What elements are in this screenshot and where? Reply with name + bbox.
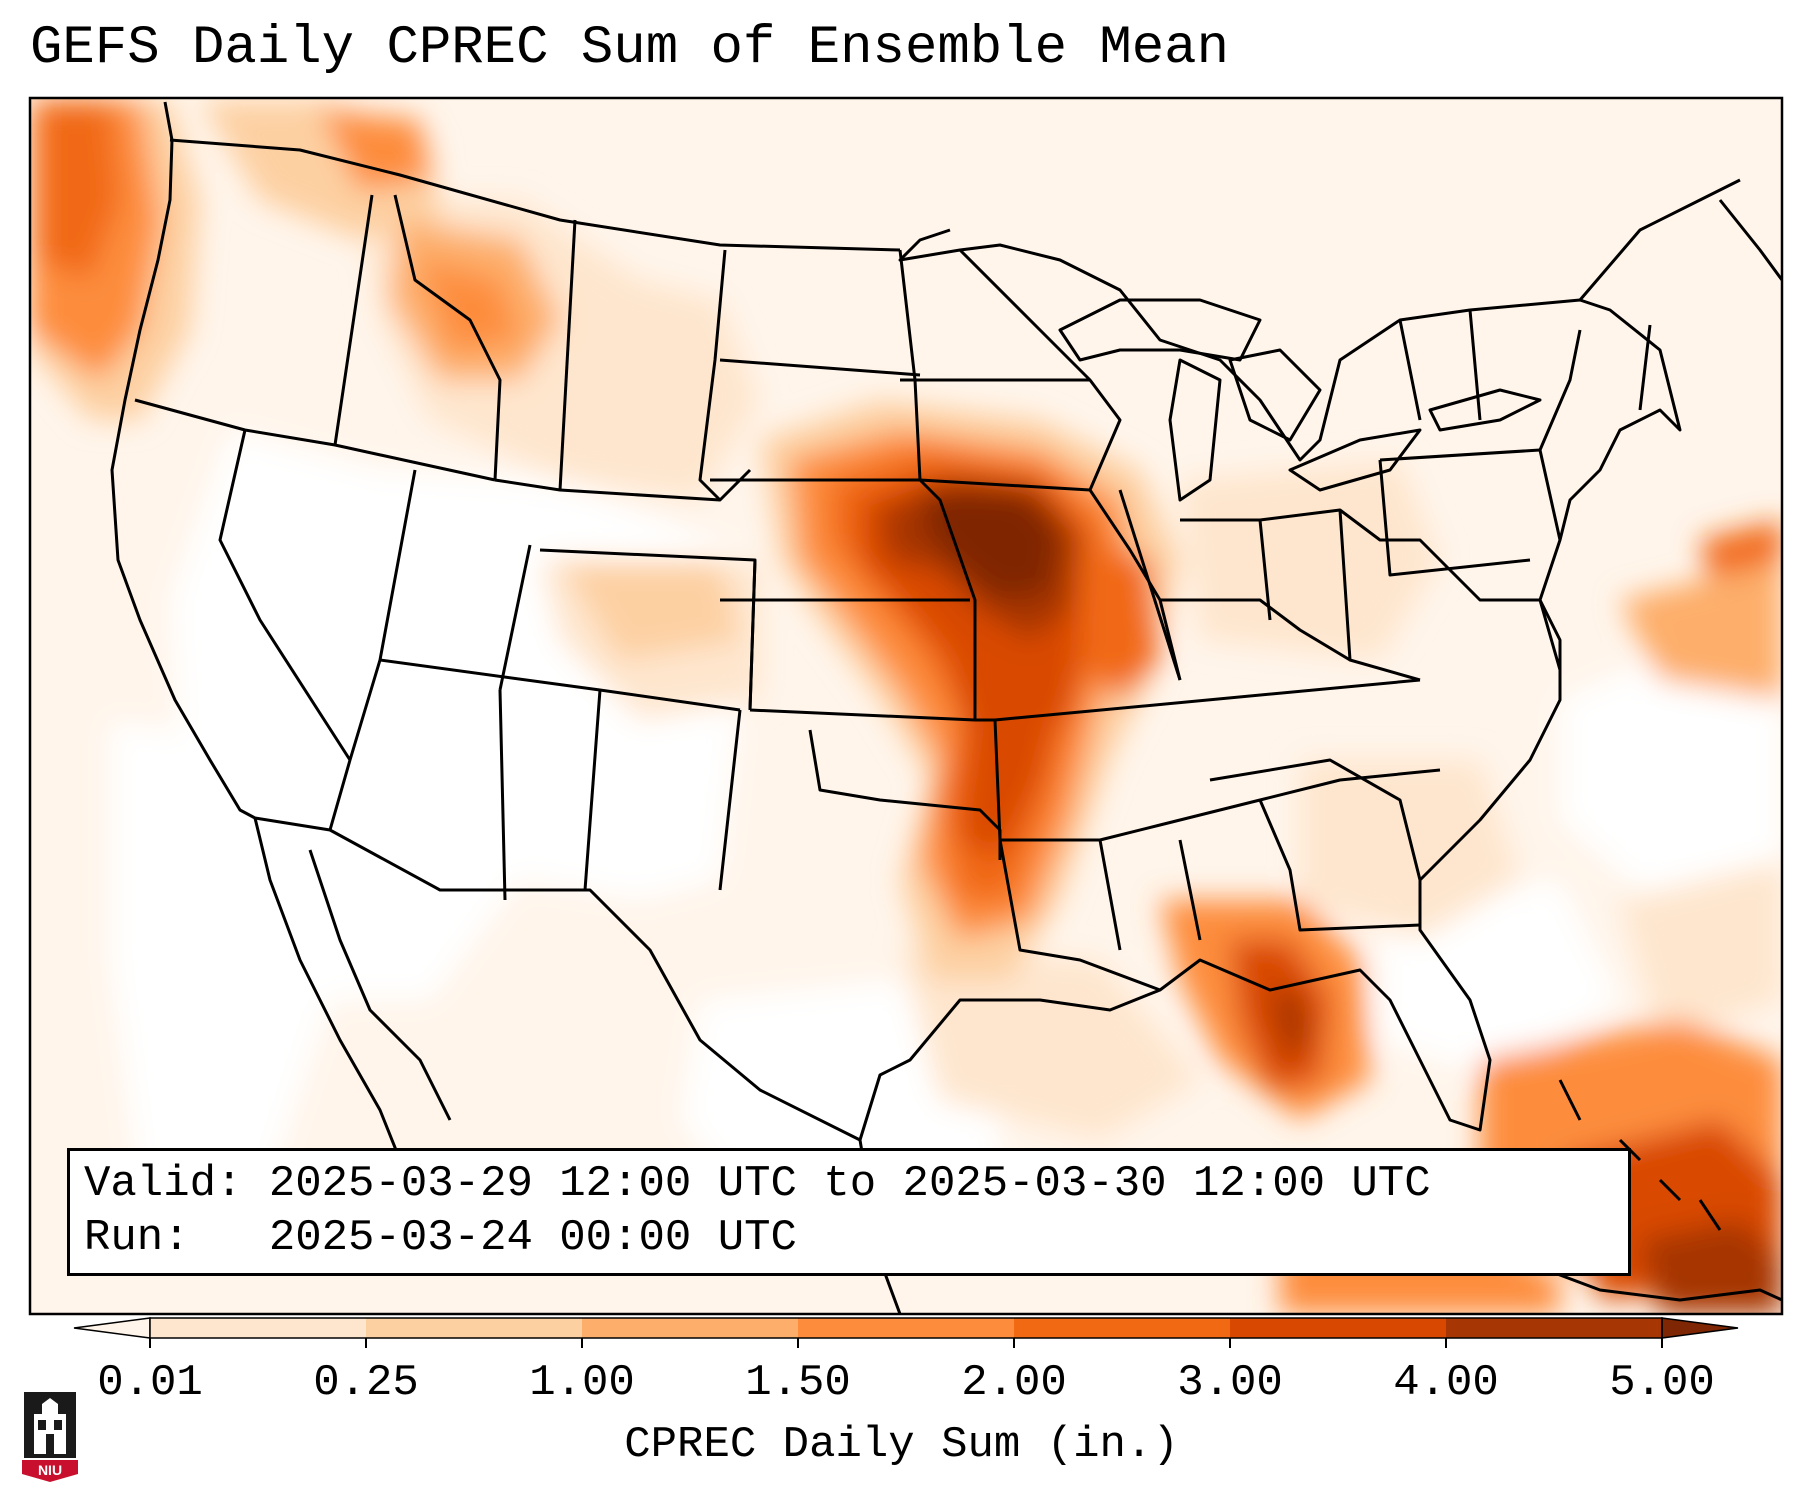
colorbar-tick-label: 3.00: [1177, 1358, 1283, 1408]
map-frame: [28, 96, 1784, 1316]
colorbar-tick-label: 5.00: [1609, 1358, 1715, 1408]
map-title: GEFS Daily CPREC Sum of Ensemble Mean: [30, 18, 1229, 79]
colorbar-border: [149, 1317, 1663, 1339]
precipitation-field: [30, 98, 1782, 1314]
colorbar-extend-high: [1661, 1317, 1739, 1339]
colorbar-extend-low: [73, 1317, 151, 1339]
colorbar-segment: [1014, 1318, 1231, 1338]
colorbar-tick-label: 1.00: [529, 1358, 635, 1408]
info-box: Valid: 2025-03-29 12:00 UTC to 2025-03-3…: [67, 1148, 1631, 1276]
colorbar-tick-label: 0.25: [313, 1358, 419, 1408]
colorbar-segment: [798, 1318, 1015, 1338]
logo-text: NIU: [38, 1462, 62, 1478]
valid-time-line: Valid: 2025-03-29 12:00 UTC to 2025-03-3…: [84, 1159, 1431, 1209]
colorbar: [73, 1317, 1739, 1348]
state-boundaries: [110, 101, 1782, 1314]
colorbar-segment: [150, 1318, 367, 1338]
colorbar-segment: [1230, 1318, 1447, 1338]
niu-logo: NIU: [22, 1392, 78, 1482]
colorbar-tick-label: 1.50: [745, 1358, 851, 1408]
colorbar-tick-label: 2.00: [961, 1358, 1067, 1408]
colorbar-tick-label: 4.00: [1393, 1358, 1499, 1408]
colorbar-tick-label: 0.01: [97, 1358, 203, 1408]
colorbar-segment: [1446, 1318, 1663, 1338]
run-time-line: Run: 2025-03-24 00:00 UTC: [84, 1213, 797, 1263]
colorbar-label: CPREC Daily Sum (in.): [624, 1420, 1179, 1470]
colorbar-segment: [366, 1318, 583, 1338]
colorbar-segment: [582, 1318, 799, 1338]
